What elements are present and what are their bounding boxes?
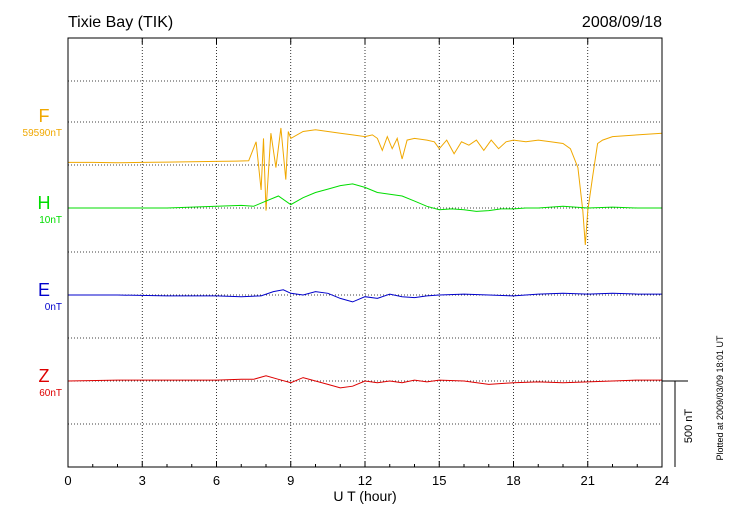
- x-axis: 0 3 6 9 12 15 18 21 24: [64, 38, 669, 488]
- series-baseline-e: 0nT: [45, 302, 62, 313]
- x-tick-label: 24: [655, 473, 669, 488]
- x-tick-label: 0: [64, 473, 71, 488]
- series-name-f: F: [39, 106, 50, 126]
- series-line-h: [68, 183, 662, 212]
- chart-date: 2008/09/18: [582, 14, 662, 31]
- series-name-z: Z: [39, 366, 50, 386]
- scale-bar-label: 500 nT: [683, 409, 695, 444]
- plot-frame: [67, 37, 663, 468]
- x-tick-label: 15: [432, 473, 446, 488]
- x-tick-label: 21: [581, 473, 595, 488]
- series-baseline-z: 60nT: [39, 388, 62, 399]
- series-name-e: E: [38, 280, 50, 300]
- series-layer: [67, 127, 663, 389]
- chart-title: Tixie Bay (TIK): [68, 14, 173, 31]
- series-line-f: [68, 127, 663, 246]
- grid: [68, 38, 662, 467]
- series-line-e: [68, 289, 662, 303]
- series-labels: F 59590nT H 10nT E 0nT Z 60nT: [23, 106, 62, 399]
- x-axis-label: U T (hour): [333, 488, 396, 504]
- plot-footer: Plotted at 2009/03/09 18:01 UT: [715, 335, 725, 461]
- x-tick-label: 6: [213, 473, 220, 488]
- series-baseline-h: 10nT: [39, 215, 62, 226]
- series-baseline-f: 59590nT: [23, 128, 62, 139]
- x-tick-label: 3: [139, 473, 146, 488]
- x-tick-label: 12: [358, 473, 372, 488]
- series-line-z: [67, 375, 662, 389]
- series-name-h: H: [38, 193, 51, 213]
- x-tick-label: 18: [506, 473, 520, 488]
- x-tick-label: 9: [287, 473, 294, 488]
